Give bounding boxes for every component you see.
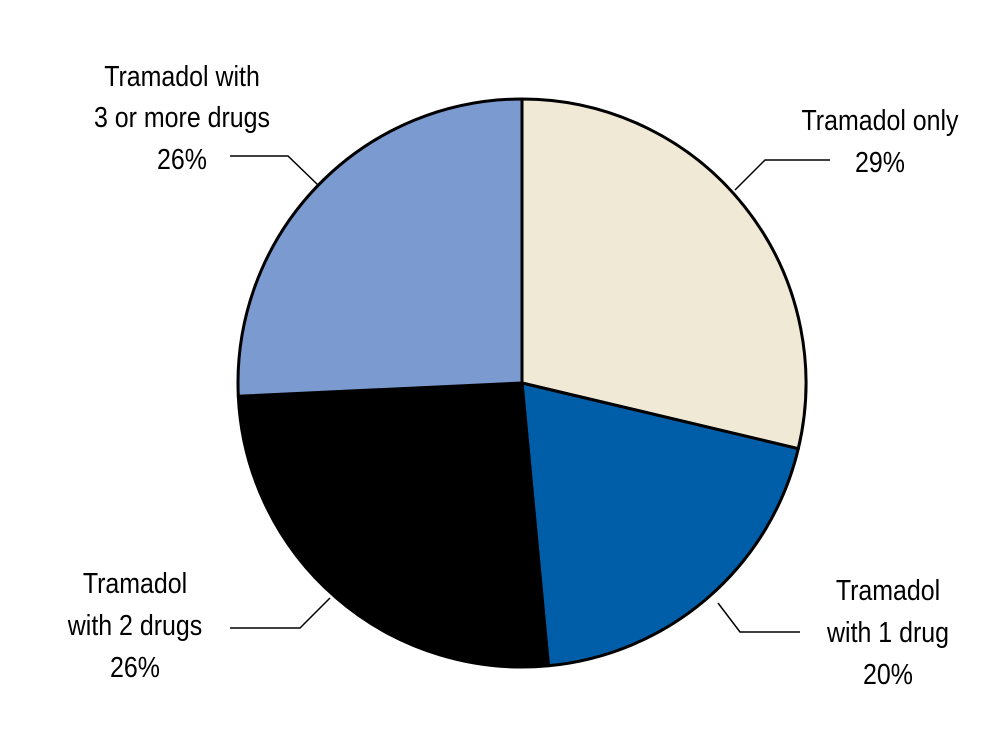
slice-value-label: 26% — [110, 651, 160, 683]
pie-slice-3 — [236, 97, 524, 398]
pie-slice-0 — [520, 97, 808, 451]
leader-line-3 — [230, 155, 319, 186]
leader-line-0 — [734, 159, 830, 191]
slice-label: with 2 drugs — [67, 609, 202, 641]
pie-slice-1 — [520, 381, 800, 668]
leader-line-1 — [717, 602, 800, 633]
pie-slice-2 — [236, 381, 550, 669]
slice-value-label: 29% — [855, 146, 905, 178]
slice-label: Tramadol — [836, 574, 940, 606]
slice-label: with 1 drug — [826, 616, 949, 648]
slice-value-label: 20% — [863, 658, 913, 690]
slice-label: Tramadol with — [104, 60, 260, 92]
slice-label: Tramadol — [83, 567, 187, 599]
slice-label: Tramadol only — [801, 104, 958, 136]
slice-value-label: 26% — [157, 143, 207, 175]
leader-line-2 — [230, 597, 331, 629]
slice-label: 3 or more drugs — [94, 101, 270, 133]
